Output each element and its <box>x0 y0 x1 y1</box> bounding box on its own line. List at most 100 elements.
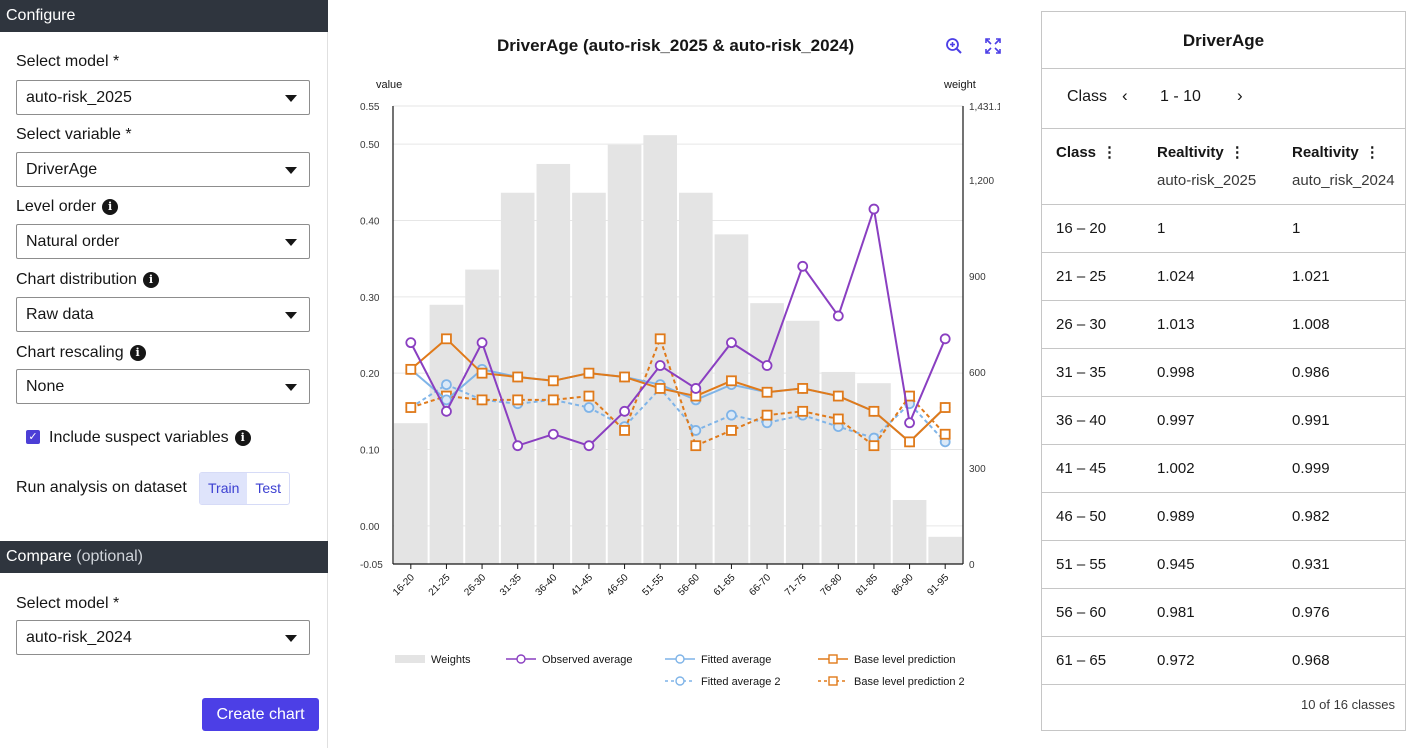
x-tick-label: 56-60 <box>676 572 702 598</box>
info-icon[interactable]: i <box>102 199 119 215</box>
info-icon[interactable]: i <box>129 345 146 361</box>
data-point <box>761 386 773 398</box>
data-point <box>904 436 915 448</box>
data-point <box>761 360 773 371</box>
compare-select-model-dropdown[interactable]: auto-risk_2024 <box>16 620 310 655</box>
data-point <box>583 440 595 452</box>
dataset-train-button[interactable]: Train <box>200 473 248 504</box>
create-chart-button[interactable]: Create chart <box>202 698 319 731</box>
zoom-in-icon[interactable] <box>945 37 963 60</box>
weight-bar <box>821 371 856 564</box>
data-point <box>690 440 702 452</box>
table-cell: 0.986 <box>1292 364 1330 381</box>
data-point <box>619 405 630 417</box>
select-variable-label: Select variable * <box>16 126 132 143</box>
x-tick-label: 71-75 <box>783 572 809 598</box>
series-line <box>409 208 947 447</box>
prev-page-icon[interactable]: ‹ <box>1122 86 1128 105</box>
dataset-test-button[interactable]: Test <box>255 480 282 496</box>
column-subheader-2024: auto_risk_2024 <box>1292 172 1395 189</box>
select-model-dropdown[interactable]: auto-risk_2025 <box>16 80 310 115</box>
chart-rescaling-dropdown[interactable]: None <box>16 369 310 404</box>
y-left-tick-label: 0.55 <box>360 102 380 113</box>
include-suspect-checkbox[interactable]: ✓ <box>26 430 40 444</box>
weight-bar <box>679 192 713 564</box>
table-row: 16 – 20 1 1 <box>1042 205 1405 253</box>
weight-bar <box>714 234 749 564</box>
data-point <box>512 371 524 383</box>
legend-marker <box>516 654 526 664</box>
data-point <box>868 440 880 452</box>
y-left-tick-label: 0.50 <box>360 140 380 151</box>
series-line <box>410 337 946 444</box>
table-cell: 56 – 60 <box>1056 604 1107 621</box>
column-header-relativity-2024[interactable]: Realtivity ⋮ <box>1292 144 1380 161</box>
select-variable-dropdown[interactable]: DriverAge <box>16 152 310 187</box>
table-cell: 0.999 <box>1292 460 1330 477</box>
y-right-axis-label: weight <box>943 79 976 91</box>
x-tick-label: 61-65 <box>712 572 738 598</box>
table-title: DriverAge <box>1042 12 1405 69</box>
expand-icon[interactable] <box>984 37 1002 60</box>
table-row: 46 – 50 0.989 0.982 <box>1042 493 1405 541</box>
weight-bar <box>394 423 428 564</box>
table-cell: 1.008 <box>1292 316 1330 333</box>
y-right-tick-label: 0 <box>969 560 975 571</box>
column-header-relativity-2025[interactable]: Realtivity ⋮ <box>1157 144 1245 161</box>
table-cell: 0.976 <box>1292 604 1330 621</box>
column-header-class[interactable]: Class ⋮ <box>1056 144 1118 161</box>
chevron-down-icon <box>285 384 297 391</box>
y-right-tick-label: 300 <box>969 464 986 475</box>
data-point <box>583 390 595 402</box>
x-tick-label: 66-70 <box>747 572 773 598</box>
chevron-down-icon <box>285 167 297 174</box>
level-order-label: Level order i <box>16 198 119 216</box>
table-cell: 1.021 <box>1292 268 1330 285</box>
weight-bar <box>892 499 927 564</box>
info-icon[interactable]: i <box>234 430 251 446</box>
table-cell: 0.991 <box>1292 412 1330 429</box>
data-point <box>476 337 488 349</box>
chevron-down-icon <box>285 635 297 642</box>
column-menu-icon[interactable]: ⋮ <box>1102 144 1118 161</box>
x-tick-label: 81-85 <box>854 572 880 598</box>
y-left-tick-label: 0.00 <box>360 522 380 533</box>
data-point <box>547 428 559 440</box>
relativity-table: DriverAge Class ‹ 1 - 10 › Class ⋮ Realti… <box>1041 11 1406 731</box>
table-header: Class ⋮ Realtivity ⋮ auto-risk_2025 Realti… <box>1042 129 1405 205</box>
column-menu-icon[interactable]: ⋮ <box>1229 144 1245 161</box>
table-cell: 1 <box>1292 220 1301 237</box>
x-tick-label: 31-35 <box>498 572 524 598</box>
level-order-dropdown[interactable]: Natural order <box>16 224 310 259</box>
y-left-tick-label: 0.40 <box>360 217 380 228</box>
weight-bar <box>928 536 962 564</box>
data-point <box>583 402 595 413</box>
table-row: 61 – 65 0.972 0.968 <box>1042 637 1405 685</box>
table-cell: 0.997 <box>1157 412 1195 429</box>
weight-bar <box>643 135 677 564</box>
data-point <box>868 405 880 417</box>
include-suspect-label: Include suspect variables i <box>49 429 251 447</box>
pager-range: 1 - 10 <box>1160 88 1201 105</box>
run-analysis-label: Run analysis on dataset <box>16 479 187 496</box>
y-left-tick-label: 0.30 <box>360 293 380 304</box>
info-icon[interactable]: i <box>142 272 159 288</box>
weight-bar <box>536 163 571 564</box>
legend-label: Observed average <box>542 654 633 666</box>
chart-distribution-dropdown[interactable]: Raw data <box>16 297 310 332</box>
table-pager: Class ‹ 1 - 10 › <box>1042 69 1405 129</box>
data-point <box>726 425 737 436</box>
pager-label: Class <box>1067 88 1108 105</box>
y-right-tick-label: 1,431.12 <box>969 102 1000 113</box>
next-page-icon[interactable]: › <box>1237 86 1243 105</box>
data-point <box>441 379 452 391</box>
data-point <box>654 360 666 371</box>
table-footer: 10 of 16 classes <box>1301 697 1395 712</box>
x-tick-label: 46-50 <box>605 572 631 598</box>
table-row: 31 – 35 0.998 0.986 <box>1042 349 1405 397</box>
data-point <box>512 440 524 452</box>
legend-marker <box>675 676 685 686</box>
column-menu-icon[interactable]: ⋮ <box>1364 144 1380 161</box>
x-tick-label: 21-25 <box>427 572 453 598</box>
data-point <box>441 333 452 345</box>
